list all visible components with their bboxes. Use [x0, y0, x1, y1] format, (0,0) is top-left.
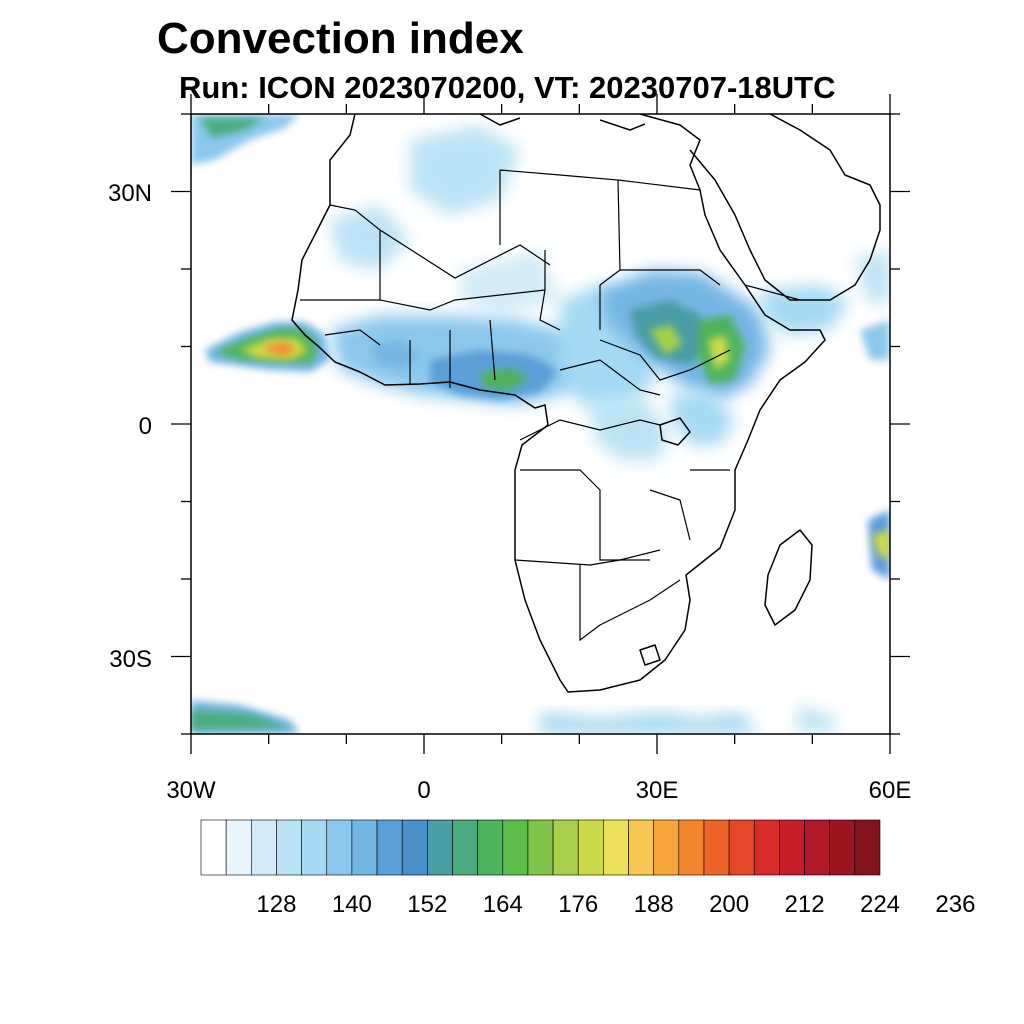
lon-tick-label: 30W [166, 777, 216, 804]
field-oman [855, 250, 890, 305]
lat-tick-label: 0 [139, 413, 152, 440]
colorbar-swatch [703, 819, 730, 876]
colorbar-swatch [401, 819, 428, 876]
colorbar-swatch [477, 819, 504, 876]
field-congo [590, 395, 670, 460]
colorbar-labels: 128 140 152 164 176 188 200 212 224 236 [256, 891, 975, 918]
field-south-atlantic-core [191, 710, 290, 730]
field-ivory-coast [370, 340, 420, 370]
colorbar-swatch [502, 819, 529, 876]
convection-shading [191, 114, 890, 734]
colorbar-swatch [779, 819, 805, 876]
colorbar-swatch [753, 819, 780, 876]
lon-tick-label: 30E [636, 777, 679, 804]
colorbar-label: 236 [935, 891, 975, 918]
lat-tick-label: 30N [108, 180, 152, 207]
colorbar-swatch [603, 819, 629, 876]
colorbar-label: 188 [634, 891, 674, 918]
colorbar-swatch [351, 819, 378, 876]
lon-tick-label: 60E [869, 777, 912, 804]
colorbar-swatch [276, 819, 302, 876]
map-subtitle: Run: ICON 2023070200, VT: 20230707-18UTC [179, 70, 836, 105]
colorbar-swatch [653, 819, 680, 876]
lat-tick-label: 30S [109, 646, 152, 673]
colorbar-label: 200 [709, 891, 749, 918]
field-yemen [760, 285, 850, 335]
colorbar-swatch [326, 819, 353, 876]
colorbar-label: 140 [332, 891, 372, 918]
colorbar-swatch [728, 819, 755, 876]
colorbar-swatch [376, 819, 403, 876]
field-southern-ocean [540, 712, 760, 734]
colorbar-swatch [804, 819, 831, 876]
field-sudan-core [650, 325, 682, 355]
field-niger [460, 250, 560, 315]
colorbar-swatch [225, 819, 252, 876]
colorbar-swatch [527, 819, 554, 876]
field-nigeria-core [480, 368, 530, 390]
lon-tick-label: 0 [417, 777, 430, 804]
colorbar-label: 128 [256, 891, 296, 918]
field-sahara-north [410, 125, 520, 215]
field-madagascar-core [872, 530, 890, 560]
colorbar-swatch [251, 819, 277, 876]
axis-tick-labels: 30N 0 30S 30W 0 30E 60E [108, 180, 911, 804]
colorbar-label: 152 [407, 891, 447, 918]
colorbar-swatch [829, 819, 856, 876]
field-lake-victoria [670, 390, 735, 445]
colorbar-swatch [200, 819, 227, 876]
coastlines [291, 114, 881, 693]
colorbar-label: 224 [860, 891, 900, 918]
map-title: Convection index [157, 14, 524, 63]
colorbar-swatch [678, 819, 705, 876]
colorbar-label: 212 [785, 891, 825, 918]
colorbar-label: 164 [483, 891, 523, 918]
colorbar-label: 176 [558, 891, 598, 918]
field-senegal-peak [262, 342, 296, 356]
field-arabian-sea [860, 320, 890, 360]
field-algeria [330, 205, 410, 270]
colorbar-swatch [628, 819, 654, 876]
colorbar [200, 819, 881, 876]
colorbar-swatch [577, 819, 604, 876]
colorbar-swatch [854, 819, 881, 876]
colorbar-swatch [427, 819, 453, 876]
axis-ticks [171, 94, 910, 754]
country-borders [300, 169, 801, 642]
field-southern-ocean-east [795, 705, 840, 734]
colorbar-swatch [301, 819, 328, 876]
colorbar-swatch [552, 819, 579, 876]
colorbar-swatch [452, 819, 478, 876]
field-ethiopia-core [708, 335, 730, 370]
field-nw-atlantic-core [200, 118, 265, 138]
